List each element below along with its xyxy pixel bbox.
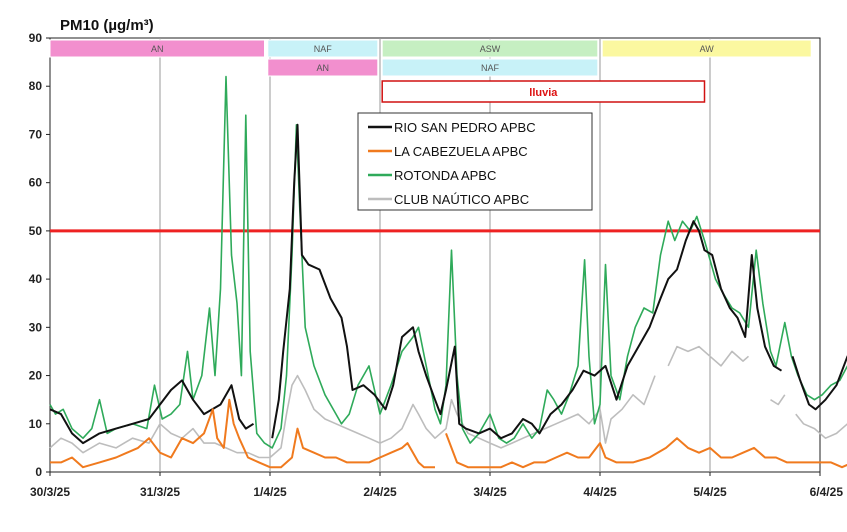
y-tick-label: 80 xyxy=(29,79,43,93)
air-mass-band-label: AW xyxy=(700,44,715,54)
air-mass-bands: AN NAF AN ASW NAF AW lluvia xyxy=(49,39,812,103)
x-tick-label: 5/4/25 xyxy=(693,485,727,499)
series-lines xyxy=(49,75,847,469)
legend: RIO SAN PEDRO APBC LA CABEZUELA APBC ROTON… xyxy=(357,112,593,211)
y-tick-label: 40 xyxy=(29,272,43,286)
legend-label: RIO SAN PEDRO APBC xyxy=(394,120,536,135)
y-tick-label: 70 xyxy=(29,127,43,141)
y-tick-label: 60 xyxy=(29,176,43,190)
legend-label: CLUB NAÚTICO APBC xyxy=(394,192,529,207)
series-line xyxy=(49,345,847,459)
y-tick-label: 10 xyxy=(29,417,43,431)
rain-annotation-box xyxy=(381,80,706,103)
air-mass-band xyxy=(381,58,599,77)
y-tick-label: 30 xyxy=(29,320,43,334)
legend-label: ROTONDA APBC xyxy=(394,168,496,183)
x-tick-label: 6/4/25 xyxy=(810,485,844,499)
air-mass-band-label: AN xyxy=(151,44,164,54)
axes: 0 10 20 30 40 50 60 70 80 90 30/3/25 31/3/25 1/4/25 2… xyxy=(29,31,844,499)
air-mass-band xyxy=(267,39,379,58)
air-mass-band-label: NAF xyxy=(481,63,500,73)
air-mass-band-label: ASW xyxy=(480,44,501,54)
air-mass-band xyxy=(267,58,379,77)
legend-label: LA CABEZUELA APBC xyxy=(394,144,528,159)
y-tick-label: 20 xyxy=(29,369,43,383)
air-mass-band-label: NAF xyxy=(314,44,333,54)
x-tick-label: 31/3/25 xyxy=(140,485,180,499)
series-line xyxy=(49,123,847,445)
x-tick-label: 4/4/25 xyxy=(583,485,617,499)
y-tick-label: 50 xyxy=(29,224,43,238)
x-tick-label: 3/4/25 xyxy=(473,485,507,499)
y-tick-label: 0 xyxy=(35,465,42,479)
air-mass-band xyxy=(381,39,599,58)
air-mass-band-label: AN xyxy=(317,63,330,73)
rain-annotation-label: lluvia xyxy=(529,87,558,99)
grid-lines xyxy=(159,38,711,472)
series-line xyxy=(50,398,847,469)
air-mass-band xyxy=(49,39,265,58)
air-mass-band xyxy=(601,39,812,58)
y-axis-label: PM10 (µg/m³) xyxy=(60,17,154,34)
x-tick-label: 1/4/25 xyxy=(253,485,287,499)
y-tick-label: 90 xyxy=(29,31,43,45)
legend-box xyxy=(357,112,593,211)
x-tick-label: 2/4/25 xyxy=(363,485,397,499)
x-tick-label: 30/3/25 xyxy=(30,485,70,499)
